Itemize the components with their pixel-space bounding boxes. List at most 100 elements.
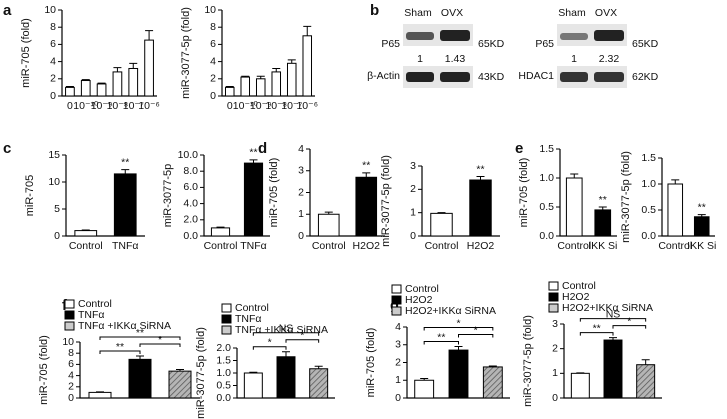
legend-swatch: [64, 299, 75, 309]
bar: [594, 209, 612, 237]
lane-label: Sham: [558, 7, 586, 19]
y-axis-label: miR-705 (fold): [20, 18, 32, 88]
y-tick-label: 1: [552, 367, 558, 379]
bar: [113, 173, 137, 237]
y-tick-label: 0.5: [216, 379, 231, 391]
y-tick-label: 0: [50, 90, 56, 102]
error-bar: [282, 351, 290, 357]
y-tick-label: 2: [298, 186, 304, 198]
legend-swatch: [64, 310, 75, 320]
protein-label: HDAC1: [518, 70, 554, 82]
bar: [168, 370, 192, 399]
axis: [221, 10, 315, 97]
error-bar: [129, 62, 138, 69]
bar: [65, 86, 75, 97]
legend-swatch: [548, 292, 559, 302]
panel-label: c: [3, 140, 11, 157]
x-tick-label: TNFα: [240, 240, 266, 252]
significance: **: [698, 201, 706, 213]
x-tick-label: 10⁻⁹: [91, 100, 113, 112]
legend-label: Control: [562, 280, 596, 292]
y-axis-label: miR-705 (fold): [518, 158, 530, 228]
x-tick-label: 10⁻⁶: [296, 100, 318, 112]
y-tick-label: 0: [210, 90, 216, 102]
y-tick-label: 1.5: [539, 143, 554, 155]
error-bar: [303, 25, 312, 36]
bar: [636, 364, 656, 399]
y-axis-label: miR-3077-5p (fold): [180, 7, 192, 99]
y-tick-label: 6.0: [183, 181, 198, 193]
significance: *: [474, 324, 478, 336]
x-tick-label: 0: [227, 100, 233, 112]
y-axis-label: miR-3077-5p (fold): [522, 315, 534, 407]
bracket: [612, 325, 647, 329]
significance: *: [456, 317, 460, 329]
legend-label: Control: [405, 283, 439, 295]
legend-label: TNFα: [235, 313, 261, 325]
blot-panel: b Sham OVX P65 65KD 1 1.43 β-Actin 43KD …: [367, 2, 659, 88]
error-bar: [113, 67, 122, 72]
size-label: 43KD: [478, 71, 505, 83]
legend-label: Control: [235, 302, 269, 314]
bar: [255, 78, 266, 97]
bar: [309, 368, 329, 399]
bar: [355, 176, 378, 237]
bracket: [285, 339, 320, 343]
x-tick-label: 10⁻¹⁰: [233, 100, 258, 112]
ratio: 1: [571, 53, 577, 65]
y-tick-label: 4: [395, 321, 401, 333]
bar: [317, 213, 340, 237]
y-tick-label: 10: [48, 176, 60, 188]
y-tick-label: 15: [48, 149, 60, 161]
ratio: 2.32: [599, 53, 620, 65]
y-axis-label: miR-3077-5p: [162, 164, 174, 228]
y-tick-label: 1.5: [216, 354, 231, 366]
significance: *: [627, 315, 631, 327]
x-tick-label: Control: [312, 240, 346, 252]
y-tick-label: 6: [210, 38, 216, 50]
y-tick-label: 0: [395, 392, 401, 404]
y-tick-label: 2: [68, 381, 74, 393]
blot-frame: [557, 66, 627, 88]
x-tick-label: IKK Si: [588, 240, 617, 252]
y-tick-label: 1.0: [539, 172, 554, 184]
error-bar: [420, 377, 429, 381]
error-bar: [65, 86, 74, 88]
bar: [210, 227, 231, 237]
bracket: [252, 346, 287, 350]
bracket: [579, 332, 614, 336]
bar: [570, 372, 590, 399]
x-tick-label: 10⁻⁶: [138, 100, 160, 112]
y-tick-label: 6: [50, 38, 56, 50]
y-tick-label: 10: [62, 336, 74, 348]
error-bar: [136, 355, 144, 360]
y-tick-label: 0: [552, 392, 558, 404]
band: [406, 32, 434, 40]
legend-swatch: [221, 303, 232, 313]
y-tick-label: 2: [410, 183, 416, 195]
bar: [667, 183, 684, 237]
error-bar: [314, 365, 323, 369]
bar: [112, 71, 123, 97]
y-tick-label: 0.5: [641, 204, 656, 216]
error-bar: [81, 229, 90, 231]
error-bar: [476, 176, 485, 180]
bar: [144, 39, 154, 97]
significance: *: [268, 337, 272, 349]
lane-label: OVX: [595, 7, 617, 19]
bar: [224, 86, 235, 97]
error-bar: [697, 214, 706, 217]
y-axis-label: miR-3077-5p (fold): [380, 155, 392, 247]
y-tick-label: 8: [50, 21, 56, 33]
x-tick-label: TNFα: [112, 240, 138, 252]
y-tick-label: 10.0: [178, 149, 199, 161]
lane-label: OVX: [441, 7, 463, 19]
protein-label: P65: [535, 38, 554, 50]
axis: [61, 10, 157, 97]
y-tick-label: 4: [68, 369, 74, 381]
y-tick-label: 6: [68, 358, 74, 370]
ratio: 1.43: [445, 53, 466, 65]
y-axis-label: miR-705 (fold): [365, 328, 377, 398]
y-tick-label: 4.0: [183, 197, 198, 209]
bar: [80, 80, 91, 97]
